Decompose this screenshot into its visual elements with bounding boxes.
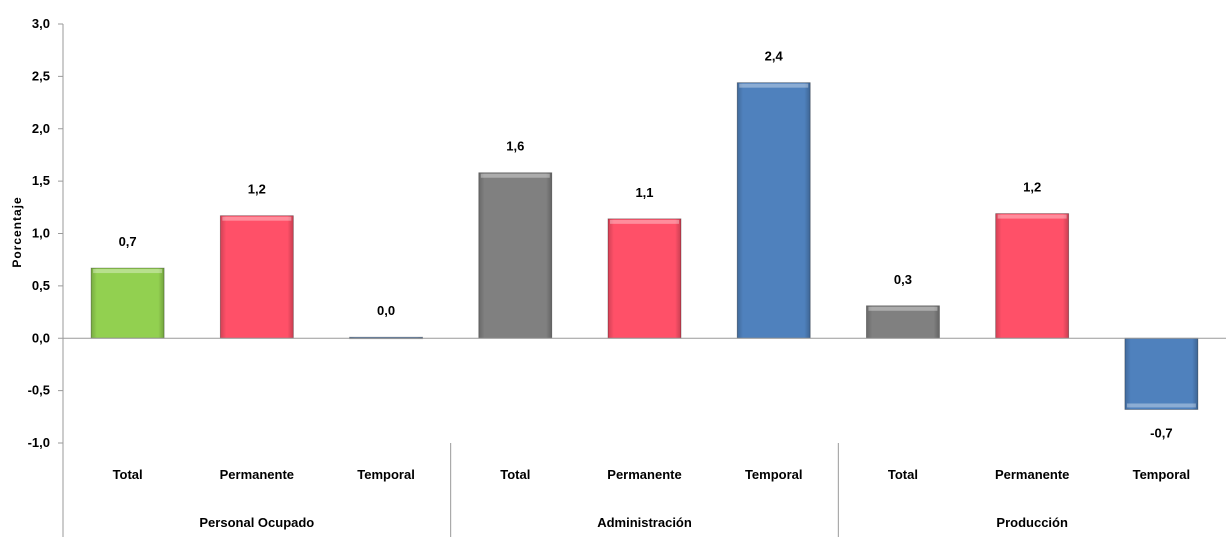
data-label: 1,2 xyxy=(248,182,266,197)
data-label: 0,7 xyxy=(119,234,137,249)
bars-layer xyxy=(90,82,1199,410)
bar-highlight xyxy=(868,306,938,311)
bar-highlight xyxy=(1126,403,1196,408)
data-label: 0,3 xyxy=(894,272,912,287)
y-tick-label: 2,5 xyxy=(32,68,50,83)
bar-highlight xyxy=(222,216,292,221)
bar-highlight xyxy=(997,214,1067,219)
y-tick-label: -0,5 xyxy=(28,383,50,398)
data-label: -0,7 xyxy=(1150,425,1172,440)
data-label: 0,0 xyxy=(377,303,395,318)
bar-shading xyxy=(91,268,165,339)
y-tick-label: 1,0 xyxy=(32,226,50,241)
category-label: Permanente xyxy=(220,467,294,482)
category-label: Total xyxy=(888,467,918,482)
bar-highlight xyxy=(739,83,809,88)
data-label: 1,6 xyxy=(506,139,524,154)
y-axis: 3,0 2,5 2,0 1,5 1,0 0,5 0,0 -0,5 -1,0 xyxy=(28,16,64,450)
data-label: 2,4 xyxy=(765,49,784,64)
bar-shading xyxy=(607,218,682,339)
bar-highlight xyxy=(93,269,163,274)
y-axis-title: Porcentaje xyxy=(10,196,24,267)
bar-shading xyxy=(478,172,552,339)
bar-shading xyxy=(737,82,811,339)
category-label: Permanente xyxy=(607,467,681,482)
bar-shading xyxy=(866,305,940,339)
category-label: Total xyxy=(500,467,530,482)
bar-highlight xyxy=(609,219,680,224)
category-label: Temporal xyxy=(745,467,803,482)
category-label: Total xyxy=(113,467,143,482)
category-label: Temporal xyxy=(357,467,415,482)
y-tick-label: 2,0 xyxy=(32,121,50,136)
y-tick-label: -1,0 xyxy=(28,435,50,450)
bar-shading xyxy=(1124,338,1198,410)
bar-shading xyxy=(220,215,294,339)
y-tick-label: 0,5 xyxy=(32,278,50,293)
group-label: Personal Ocupado xyxy=(199,515,314,530)
data-label: 1,1 xyxy=(635,185,653,200)
group-label: Producción xyxy=(996,515,1068,530)
group-label: Administración xyxy=(597,515,692,530)
data-label: 1,2 xyxy=(1023,180,1041,195)
x-axis: Total Permanente Temporal Total Permanente Te… xyxy=(62,337,1226,537)
category-label: Temporal xyxy=(1133,467,1191,482)
y-tick-label: 1,5 xyxy=(32,173,50,188)
y-tick-label: 0,0 xyxy=(32,330,50,345)
bar-highlight xyxy=(480,173,550,178)
category-label: Permanente xyxy=(995,467,1069,482)
bar-shading xyxy=(995,213,1069,339)
data-labels-layer: 0,7 1,2 0,0 1,6 1,1 2,4 0,3 1,2 -0,7 xyxy=(119,49,1173,441)
y-tick-label: 3,0 xyxy=(32,16,50,31)
